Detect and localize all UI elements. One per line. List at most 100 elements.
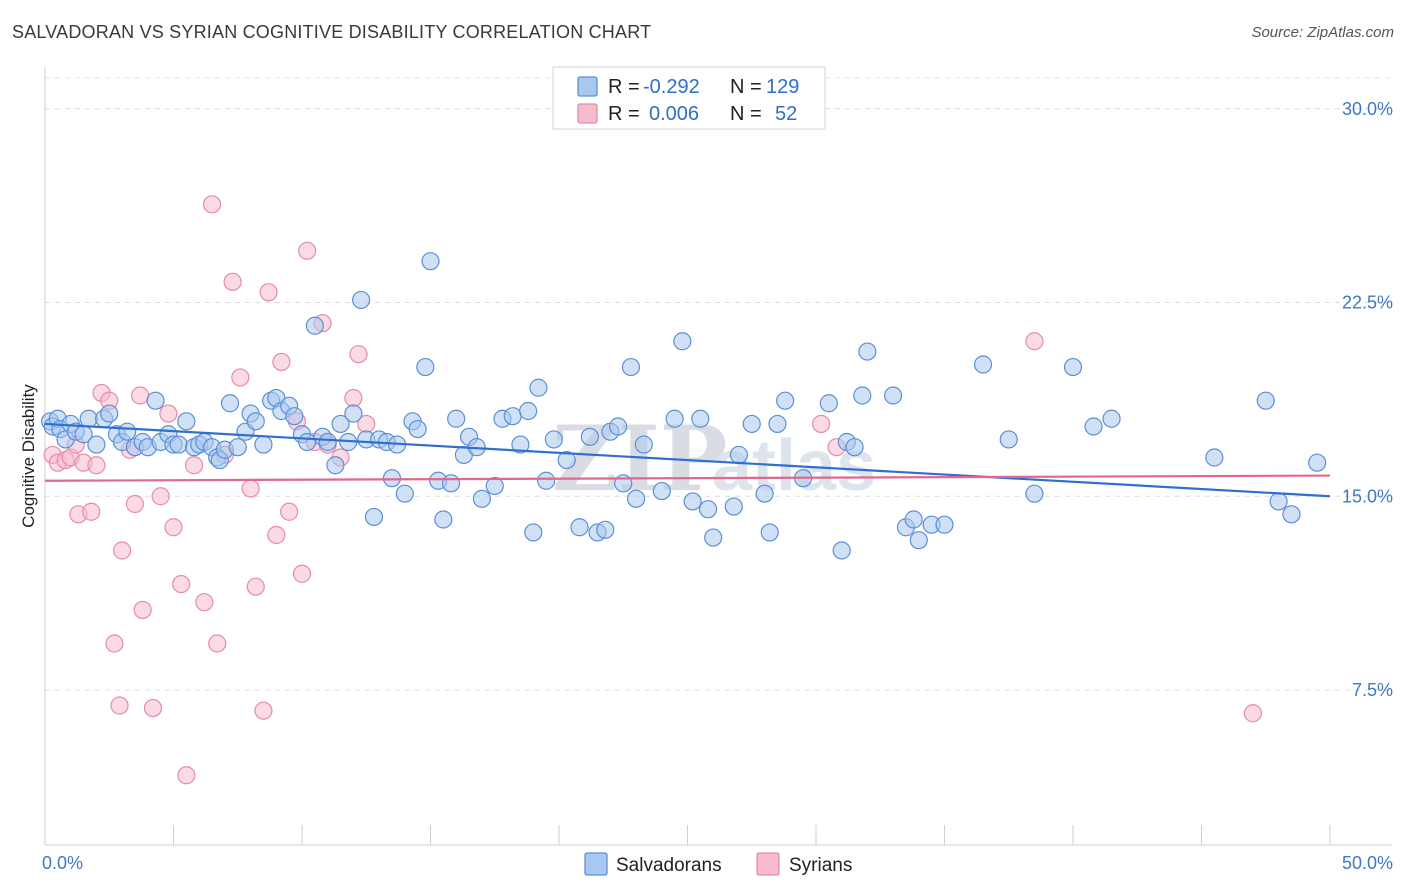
syrian-point-17 [133, 600, 152, 620]
salvadoran-point-70 [472, 489, 491, 508]
salvadoran-point-66 [447, 409, 466, 428]
salvadoran-point-84 [596, 520, 615, 539]
salvadoran-point-48 [331, 414, 350, 434]
salvadoran-point-23 [177, 412, 196, 431]
salvadoran-point-46 [318, 432, 337, 452]
syrian-point-29 [223, 272, 242, 291]
salvadoran-point-82 [580, 427, 599, 446]
syrian-point-35 [267, 525, 286, 545]
salvadoran-point-73 [503, 407, 522, 426]
salvadoran-point-31 [220, 394, 240, 413]
salvadoran-point-9 [87, 435, 106, 454]
y-axis-label: Cognitive Disability [19, 384, 38, 528]
syrian-point-16 [130, 386, 150, 405]
salvadoran-point-80 [557, 450, 576, 470]
legend-n-value-salvadorans: 129 [766, 76, 799, 98]
bottom-legend-swatch-salvadorans [584, 852, 608, 876]
salvadoran-point-32 [228, 438, 247, 457]
salvadoran-point-106 [819, 394, 838, 413]
salvadoran-point-124 [1205, 448, 1224, 467]
syrian-trend-line [44, 474, 1331, 482]
syrian-point-27 [208, 634, 227, 653]
salvadoran-point-18 [146, 391, 165, 410]
syrian-point-26 [202, 195, 222, 214]
salvadoran-point-77 [529, 378, 548, 397]
syrian-point-11 [105, 634, 124, 653]
legend-n-label-salvadorans: N = [730, 76, 762, 98]
salvadoran-point-51 [352, 290, 371, 310]
salvadoran-point-128 [1308, 453, 1327, 472]
salvadoran-point-126 [1269, 492, 1288, 511]
salvadoran-point-88 [621, 357, 641, 377]
syrian-point-40 [298, 241, 317, 260]
salvadoran-point-81 [570, 518, 589, 537]
syrian-point-24 [184, 456, 204, 475]
salvadoran-point-56 [382, 469, 402, 488]
salvadoran-point-121 [1063, 357, 1083, 377]
tick-labels: 7.5% 15.0% 22.5% 30.0% 0.0% 50.0% [42, 99, 1393, 873]
legend-swatch-salvadorans [577, 76, 598, 97]
salvadoran-point-120 [1025, 484, 1044, 503]
salvadoran-point-43 [298, 432, 317, 452]
salvadoran-point-110 [853, 386, 872, 405]
salvadoran-point-44 [305, 316, 324, 335]
salvadoran-point-62 [421, 252, 440, 271]
syrian-point-15 [125, 494, 145, 514]
syrian-point-20 [159, 404, 178, 423]
grid-lines [45, 77, 1392, 691]
salvadoran-point-78 [537, 471, 556, 490]
syrian-point-50 [1025, 332, 1044, 351]
salvadoran-point-119 [999, 430, 1018, 449]
syrian-point-7 [82, 502, 101, 521]
salvadoran-point-11 [100, 404, 119, 423]
salvadoran-point-93 [673, 332, 692, 351]
syrian-point-32 [246, 577, 265, 596]
salvadoran-point-92 [665, 409, 684, 428]
salvadoran-point-127 [1282, 505, 1301, 524]
bottom-legend-label-syrians: Syrians [789, 855, 852, 876]
salvadoran-point-74 [511, 435, 530, 454]
syrian-point-18 [143, 698, 163, 718]
syrian-point-33 [254, 701, 273, 720]
salvadoran-point-94 [683, 492, 702, 511]
syrian-point-13 [112, 541, 132, 560]
salvadoran-point-47 [326, 456, 345, 475]
syrian-point-34 [259, 283, 278, 302]
salvadoran-point-107 [832, 541, 851, 560]
salvadoran-point-118 [973, 355, 993, 374]
salvadoran-point-99 [729, 445, 749, 465]
legend-n-value-syrians: 52 [775, 103, 797, 125]
salvadoran-point-117 [935, 515, 954, 534]
salvadoran-point-35 [246, 412, 265, 431]
salvadoran-point-122 [1084, 417, 1103, 436]
bottom-legend-label-salvadorans: Salvadorans [616, 855, 722, 876]
salvadoran-point-97 [704, 528, 723, 547]
salvadoran-trend-line [44, 422, 1331, 498]
salvadoran-point-102 [760, 523, 779, 542]
trend-lines [44, 422, 1331, 498]
salvadoran-point-91 [652, 481, 671, 501]
chart-source: Source: ZipAtlas.com [1251, 24, 1394, 41]
syrian-point-23 [177, 766, 196, 785]
bottom-legend-swatch-syrians [756, 852, 780, 876]
salvadoran-point-90 [634, 435, 653, 454]
salvadoran-point-103 [768, 414, 787, 434]
salvadoran-point-115 [909, 531, 928, 550]
salvadoran-point-104 [776, 391, 795, 410]
y-tick-label-2: 22.5% [1342, 293, 1393, 313]
y-tick-label-3: 30.0% [1342, 99, 1393, 119]
salvadoran-point-96 [698, 500, 718, 519]
salvadoran-point-22 [169, 435, 188, 454]
y-tick-label-0: 7.5% [1352, 680, 1393, 700]
salvadoran-point-71 [485, 476, 504, 496]
syrian-point-8 [87, 456, 106, 475]
bottom-legend: Salvadorans Syrians [584, 852, 852, 876]
chart-title: SALVADORAN VS SYRIAN COGNITIVE DISABILIT… [12, 22, 652, 42]
legend-swatch-syrians [577, 103, 598, 124]
salvadoran-point-95 [691, 409, 710, 428]
salvadoran-point-75 [519, 401, 538, 421]
salvadoran-point-58 [395, 484, 414, 503]
salvadoran-point-98 [724, 497, 743, 516]
syrian-point-48 [812, 414, 831, 434]
salvadoran-point-64 [434, 510, 453, 529]
